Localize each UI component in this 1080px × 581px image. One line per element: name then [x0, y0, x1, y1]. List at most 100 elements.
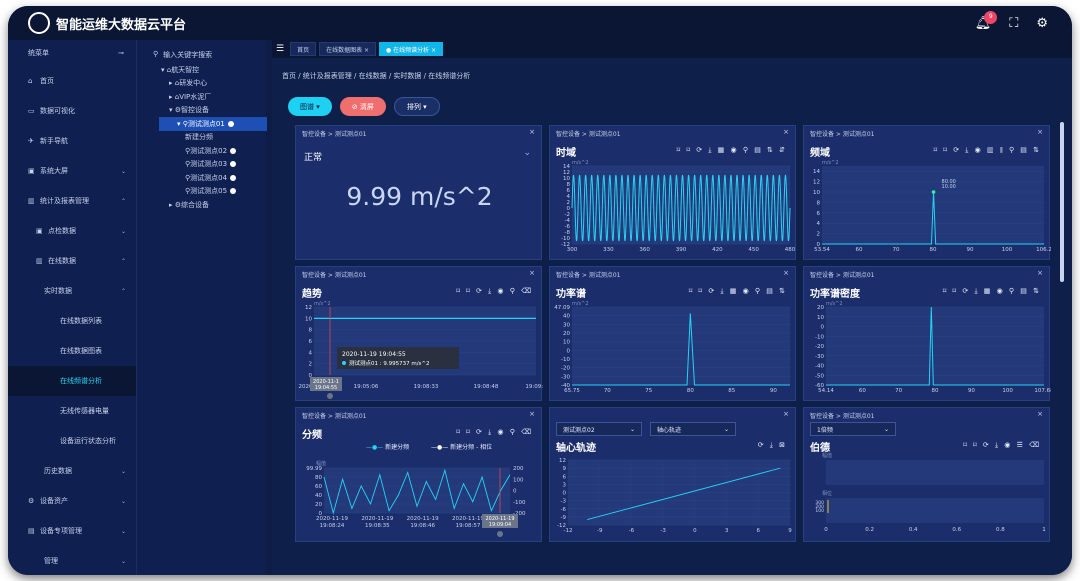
fullscreen-icon[interactable]: ⛶ [1009, 15, 1019, 31]
series-line [323, 468, 511, 515]
panel-breadcrumb: 智控设备 > 测试测点01 [302, 131, 367, 138]
tree-node[interactable]: ▾ ⚲ 测试测点01 [159, 117, 267, 131]
legend-label: 新建分频 - 相位 [450, 444, 493, 451]
status-dot-icon [230, 161, 237, 168]
chevron-icon: ⌄ [120, 557, 126, 565]
slider-handle[interactable] [497, 531, 503, 537]
tab-item[interactable]: ● 在线频谱分析 × [379, 42, 444, 56]
sidebar-item[interactable]: 管理 ⌄ [8, 546, 136, 575]
y-tick-label: -50 [815, 373, 824, 379]
tree-node[interactable]: ▸ ⚙ 综合设备 [137, 198, 266, 212]
y-tick-label: -40 [561, 383, 570, 389]
tree-node[interactable]: ▾ ⌂ 航天智控 [137, 63, 266, 77]
tree-node[interactable]: ⚲ 测试测点05 [137, 185, 266, 199]
chevron-icon: ⌄ [120, 497, 126, 505]
tree-node[interactable]: ⚲ 测试测点02 [137, 144, 266, 158]
sidebar-item[interactable]: ⌂ 首页 [8, 66, 136, 96]
harmonic-select[interactable]: 1倍频 ⌄ [810, 422, 896, 436]
close-icon[interactable]: × [529, 410, 535, 418]
panel-toolbar-icons[interactable]: ⌑ ⌑ ⟳ ⤓ ◉ ⚲ ⌫ [456, 287, 533, 295]
amplitude-plot [826, 460, 1044, 485]
close-icon[interactable]: × [1037, 128, 1043, 136]
tree-node[interactable]: ⚲ 测试测点04 [137, 171, 266, 185]
panel-title: 伯德 [810, 443, 830, 454]
close-icon[interactable]: × [783, 128, 789, 136]
chevron-down-icon[interactable]: ⌄ [523, 148, 531, 158]
menu-icon[interactable]: ☰ [276, 44, 285, 54]
legend-item[interactable]: —●— 新建分频 [366, 442, 409, 451]
panel-toolbar-icons[interactable]: ⌑ ⌑ ⟳ ⤓ ◉ ▥ ⫴ ⚲ ▤ ⇅ [933, 146, 1041, 154]
sidebar-item[interactable]: ▤ 设备专项管理 ⌄ [8, 516, 136, 546]
status-dot-icon [230, 147, 237, 154]
y-axis-unit: m/s^2 [572, 160, 589, 166]
sidebar-item[interactable]: ▣ 系统大屏 ⌄ [8, 156, 136, 186]
sidebar-item[interactable]: ▥ 统计及报表管理 ⌃ [8, 186, 136, 216]
y-tick-label: 4 [309, 350, 313, 356]
sidebar-item[interactable]: ▣ 点检数据 ⌄ [8, 216, 136, 246]
panel-toolbar-icons[interactable]: ⌑ ⌑ ⟳ ⤓ ▦ ◉ ⚲ ▤ ⇅ [688, 287, 787, 295]
sidebar-item[interactable]: 设备运行状态分析 [8, 426, 136, 456]
panel-toolbar-icons[interactable]: ⌑ ⌑ ⟳ ⤓ ▦ ◉ ⚲ ▤ ⇅ [942, 287, 1041, 295]
tab-item[interactable]: 首页 [290, 42, 317, 56]
chart-type-select[interactable]: 轴心轨迹 ⌄ [650, 422, 736, 436]
panel-toolbar-icons[interactable]: ⌑ ⌑ ⟳ ⤓ ◉ ⚲ ⌫ [456, 428, 533, 436]
panel-toolbar-icons[interactable]: ⌑ ⌑ ⟳ ⤓ ▦ ◉ ⚲ ▤ ⇅ ⇵ [676, 146, 787, 154]
tree-node-label: 研发中心 [179, 79, 208, 88]
close-icon[interactable]: × [1037, 269, 1043, 277]
tree-node[interactable]: ▾ ⚙ 智控设备 [137, 104, 266, 118]
sidebar-item[interactable]: 在线数据图表 [8, 336, 136, 366]
sidebar-item[interactable]: ▭ 数据可视化 [8, 96, 136, 126]
close-icon[interactable]: × [529, 269, 535, 277]
chart-type-button[interactable]: 图谱 ▾ [288, 97, 332, 116]
tree-node-label: 测试测点02 [190, 146, 228, 155]
x-tick-label: 19:08:35 [365, 523, 390, 529]
close-icon[interactable]: × [783, 410, 789, 418]
tree-node-label: 智控设备 [181, 106, 210, 115]
y-tick-label: 2 [567, 200, 571, 206]
sidebar-item[interactable]: ✈ 新手导航 [8, 126, 136, 156]
x-tick-label: 65.75 [564, 388, 580, 394]
sidebar-item[interactable]: 历史数据 ⌄ [8, 456, 136, 486]
sidebar: 统菜单 ⊸ ⌂ 首页 ▭ 数据可视化 ✈ 新手导航 ▣ 系统大屏 ⌄ ▥ 统计及报表管理 ⌃ ▣ 点检数据… [8, 40, 136, 575]
tree-node-icon: ▸ ⚙ [169, 200, 182, 209]
sidebar-item[interactable]: 在线频谱分析 [8, 366, 136, 396]
slider-handle[interactable] [327, 393, 333, 399]
tree-node[interactable]: ▸ ⌂ VIP水泥厂 [137, 90, 266, 104]
sidebar-item[interactable]: ⚙ 设备资产 ⌄ [8, 486, 136, 516]
sidebar-item[interactable]: 无线传感器电量 [8, 396, 136, 426]
sidebar-item[interactable]: ▥ 在线数据 ⌃ [8, 246, 136, 276]
logo-icon [28, 12, 50, 34]
x-tick-label: 19:08:24 [320, 523, 345, 529]
y-tick-label: 6 [817, 211, 821, 217]
sidebar-toggle-icon[interactable]: ⊸ [118, 49, 124, 57]
settings-icon[interactable]: ⚙ [1036, 15, 1048, 31]
sensor-select-value: 测试测点02 [563, 426, 595, 434]
sort-button[interactable]: 排列 ▾ [393, 97, 440, 116]
y-tick-label: 20 [817, 305, 824, 311]
y2-tick-label: 200 [513, 466, 524, 472]
x-tick-label: -6 [629, 528, 635, 534]
close-icon[interactable]: × [783, 269, 789, 277]
y-tick-label: 300 [815, 500, 824, 506]
y-tick-label: 10 [813, 190, 820, 196]
close-icon[interactable]: × [529, 128, 535, 136]
tree-node[interactable]: 新建分频 [137, 131, 266, 145]
clear-screen-button[interactable]: ⊘ 清屏 [339, 97, 386, 116]
sidebar-item[interactable]: 实时数据 ⌃ [8, 276, 136, 306]
sidebar-item-label: 在线数据列表 [60, 317, 102, 325]
tree-node-icon: ▾ ⚲ [177, 119, 188, 128]
panel-toolbar-icons[interactable]: ⟳ ⤓ ⊠ [757, 441, 787, 449]
sensor-select[interactable]: 测试测点02 ⌄ [556, 422, 642, 436]
tree-search-input[interactable]: ⚲ 输入关键字搜索 [153, 50, 266, 60]
tree-node[interactable]: ⚲ 测试测点03 [137, 158, 266, 172]
sidebar-item[interactable]: 在线数据列表 [8, 306, 136, 336]
panel-toolbar-icons[interactable]: ⌑ ⌑ ⟳ ⤓ ◉ ☰ ⌫ [963, 441, 1041, 449]
y-tick-label: -10 [561, 357, 570, 363]
bell-icon[interactable]: 🔔︎ 9 [975, 10, 998, 30]
tab-item[interactable]: 在线数据图表 × [319, 42, 377, 56]
panel-time-domain: 智控设备 > 测试测点01 × 时域 ⌑ ⌑ ⟳ ⤓ ▦ ◉ ⚲ ▤ ⇅ ⇵ m… [549, 125, 796, 260]
close-icon[interactable]: × [1037, 410, 1043, 418]
main-scrollbar[interactable] [1060, 122, 1064, 282]
tree-node[interactable]: ▸ ⌂ 研发中心 [137, 77, 266, 91]
legend-item[interactable]: —●— 新建分频 - 相位 [431, 442, 492, 451]
